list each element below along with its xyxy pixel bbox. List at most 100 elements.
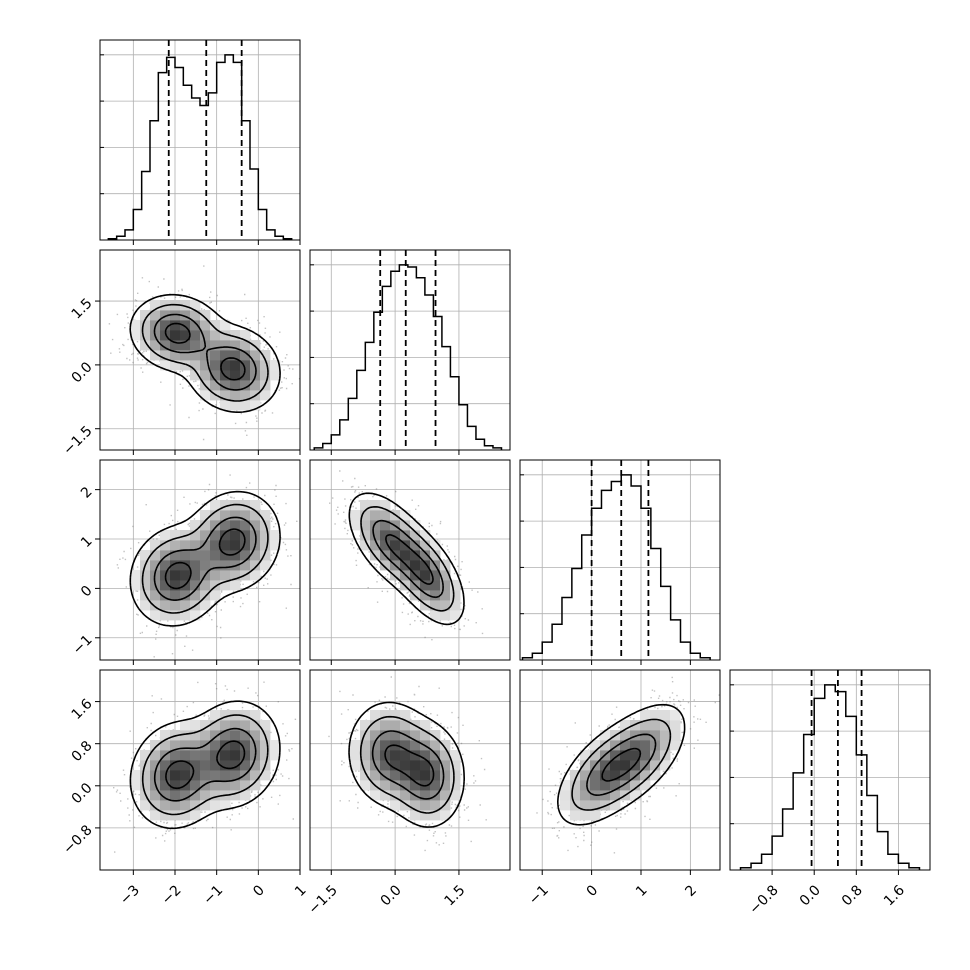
density-cell	[570, 770, 581, 781]
density-cell	[230, 530, 241, 541]
density-cell	[190, 550, 201, 561]
density-cell	[590, 780, 601, 791]
density-cell	[150, 800, 161, 811]
y-tick-label: 0.8	[69, 738, 96, 765]
density-cell	[180, 760, 191, 771]
density-cell	[270, 740, 281, 751]
density-cell	[220, 720, 231, 731]
density-cell	[270, 750, 281, 761]
contour-line	[165, 740, 246, 790]
panel-frame	[99, 39, 301, 241]
density-cell	[240, 780, 251, 791]
density-cell	[150, 540, 161, 551]
density-cell	[430, 600, 441, 611]
density-cell	[360, 720, 371, 731]
density-cell	[140, 770, 151, 781]
density-cell	[400, 550, 411, 561]
density-cell	[380, 780, 391, 791]
density-cell	[230, 510, 241, 521]
density-cell	[630, 730, 641, 741]
density-cell	[150, 310, 161, 321]
x-tick-label: −1.5	[306, 882, 341, 917]
density-cell	[420, 590, 431, 601]
contour-line	[129, 293, 281, 413]
density-cell	[230, 520, 241, 531]
density-cell	[650, 750, 661, 761]
density-cell	[630, 750, 641, 761]
density-cell	[420, 540, 431, 551]
density-cell	[370, 710, 381, 721]
density-cell	[360, 780, 371, 791]
density-cell	[170, 320, 181, 331]
density-cell	[560, 800, 571, 811]
density-cell	[220, 710, 231, 721]
density-cell	[180, 540, 191, 551]
density-cell	[350, 760, 361, 771]
density-cell	[180, 590, 191, 601]
density-cell	[190, 360, 201, 371]
density-cell	[640, 780, 651, 791]
density-cell	[260, 360, 271, 371]
density-cell	[240, 370, 251, 381]
density-cell	[160, 800, 171, 811]
density-cell	[650, 770, 661, 781]
density-cell	[560, 780, 571, 791]
density-cell	[220, 340, 231, 351]
panel-frame	[309, 249, 511, 451]
density-cell	[620, 720, 631, 731]
density-cell	[240, 510, 251, 521]
density-cell	[240, 340, 251, 351]
panel-frame	[729, 669, 931, 871]
density-cell	[400, 740, 411, 751]
density-cell	[370, 750, 381, 761]
density-cell	[220, 510, 231, 521]
density-cell	[160, 730, 171, 741]
density-cell	[450, 580, 461, 591]
density-cell	[250, 780, 261, 791]
density-cell	[210, 540, 221, 551]
x-tick-label: −3	[117, 882, 143, 908]
density-cell	[610, 750, 621, 761]
density-cell	[160, 600, 171, 611]
panel-3-1: −1.5 0.0 1.5	[306, 669, 511, 918]
contour-line	[359, 715, 455, 814]
density-cell	[640, 720, 651, 731]
contour-line	[129, 490, 281, 627]
density-cell	[160, 540, 171, 551]
density-cell	[200, 350, 211, 361]
density-cell	[390, 750, 401, 761]
density-cell	[230, 730, 241, 741]
density-cell	[370, 730, 381, 741]
density-cell	[580, 800, 591, 811]
density-cell	[380, 730, 391, 741]
density-cell	[430, 780, 441, 791]
density-cell	[390, 730, 401, 741]
density-cell	[600, 780, 611, 791]
density-cell	[370, 720, 381, 731]
density-cell	[450, 770, 461, 781]
density-cell	[170, 800, 181, 811]
density-cell	[250, 500, 261, 511]
density-cell	[160, 810, 171, 821]
density-cell	[590, 770, 601, 781]
density-cell	[200, 370, 211, 381]
density-cell	[220, 380, 231, 391]
density-cell	[440, 790, 451, 801]
density-cell	[570, 810, 581, 821]
density-cell	[230, 550, 241, 561]
density-cell	[180, 800, 191, 811]
density-cell	[450, 590, 461, 601]
density-cell	[180, 730, 191, 741]
density-cell	[380, 760, 391, 771]
density-cell	[650, 710, 661, 721]
density-cell	[400, 780, 411, 791]
contour-line	[371, 730, 445, 800]
panel-frame	[519, 459, 721, 661]
density-cell	[230, 370, 241, 381]
density-cell	[210, 520, 221, 531]
density-cell	[210, 720, 221, 731]
density-cell	[420, 810, 431, 821]
density-cell	[270, 540, 281, 551]
density-cell	[400, 560, 411, 571]
density-cell	[580, 760, 591, 771]
